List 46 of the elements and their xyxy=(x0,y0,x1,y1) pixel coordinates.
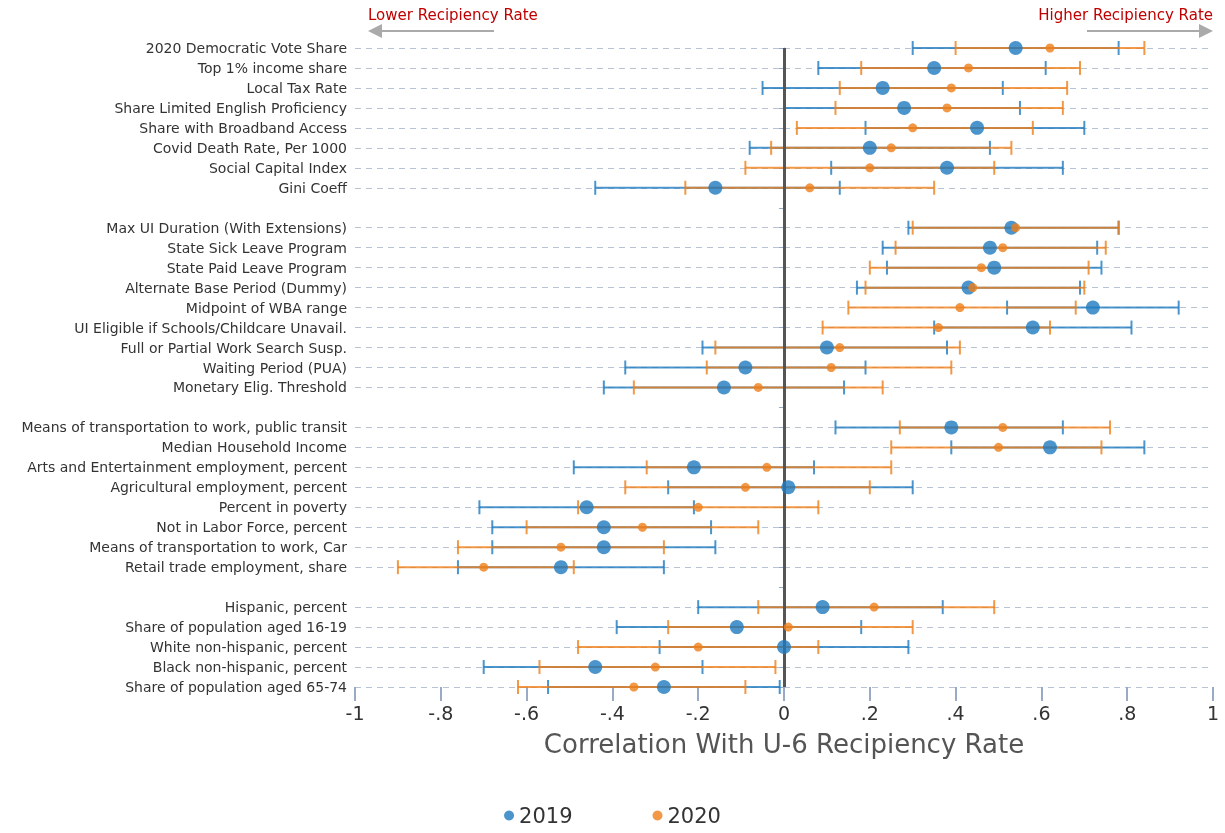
y-tick-label: Covid Death Rate, Per 1000 xyxy=(152,139,347,156)
y-tick-label: Max UI Duration (With Extensions) xyxy=(106,219,347,236)
y-tick-label: Not in Labor Force, percent xyxy=(156,519,348,536)
y-tick-label: State Sick Leave Program xyxy=(167,239,347,256)
x-tick-label: -.4 xyxy=(599,701,625,724)
x-tick-label: .4 xyxy=(946,701,965,724)
x-tick-label: -1 xyxy=(345,701,365,724)
y-tick-label: 2020 Democratic Vote Share xyxy=(145,40,347,56)
x-tick-label: 0 xyxy=(777,701,791,724)
x-tick-label: .2 xyxy=(860,701,879,724)
text: Higher Recipiency Rate xyxy=(1038,6,1213,24)
y-tick-label: Midpoint of WBA range xyxy=(185,299,347,316)
x-tick-label: -.2 xyxy=(685,701,711,724)
y-tick-label: Black non-hispanic, percent xyxy=(152,659,348,676)
y-tick-label: Median Household Income xyxy=(161,439,347,456)
y-tick-label: Share of population aged 16-19 xyxy=(125,619,347,636)
legend-label: 2020 xyxy=(667,803,721,828)
x-tick-label: .8 xyxy=(1118,701,1137,724)
y-tick-label: Hispanic, percent xyxy=(224,599,348,616)
x-axis-title: Correlation With U-6 Recipiency Rate xyxy=(543,729,1025,759)
y-tick-label: Full or Partial Work Search Susp. xyxy=(120,339,347,356)
y-tick-label: Monetary Elig. Threshold xyxy=(172,379,347,396)
y-tick-label: State Paid Leave Program xyxy=(166,259,347,276)
y-tick-label: Share with Broadband Access xyxy=(139,119,347,136)
y-tick-label: Social Capital Index xyxy=(208,159,347,176)
y-tick-label: Share of population aged 65-74 xyxy=(125,679,348,695)
y-tick-label: Means of transportation to work, public transit xyxy=(21,419,348,436)
y-tick-label: Gini Coeff xyxy=(278,179,348,196)
y-tick-label: UI Eligible if Schools/Childcare Unavail. xyxy=(74,319,347,336)
y-tick-label: Retail trade employment, share xyxy=(125,559,347,576)
x-tick-label: -.6 xyxy=(514,701,540,724)
y-tick-label: Local Tax Rate xyxy=(246,79,347,96)
y-tick-label: Arts and Entertainment employment, percent xyxy=(27,459,348,476)
y-tick-label: Share Limited English Proficiency xyxy=(114,99,347,116)
y-tick-label: Waiting Period (PUA) xyxy=(202,359,347,376)
y-tick-label: Agricultural employment, percent xyxy=(110,479,348,496)
y-tick-label: Percent in poverty xyxy=(218,499,347,516)
x-tick-label: .6 xyxy=(1032,701,1051,724)
y-tick-label: Means of transportation to work, Car xyxy=(89,539,348,556)
text: Lower Recipiency Rate xyxy=(368,6,538,24)
y-tick-label: Top 1% income share xyxy=(196,59,347,76)
x-tick-label: 1 xyxy=(1206,701,1220,724)
y-tick-label: White non-hispanic, percent xyxy=(149,639,348,656)
legend-label: 2019 xyxy=(519,803,573,828)
y-tick-label: Alternate Base Period (Dummy) xyxy=(125,279,347,296)
x-tick-label: -.8 xyxy=(428,701,454,724)
